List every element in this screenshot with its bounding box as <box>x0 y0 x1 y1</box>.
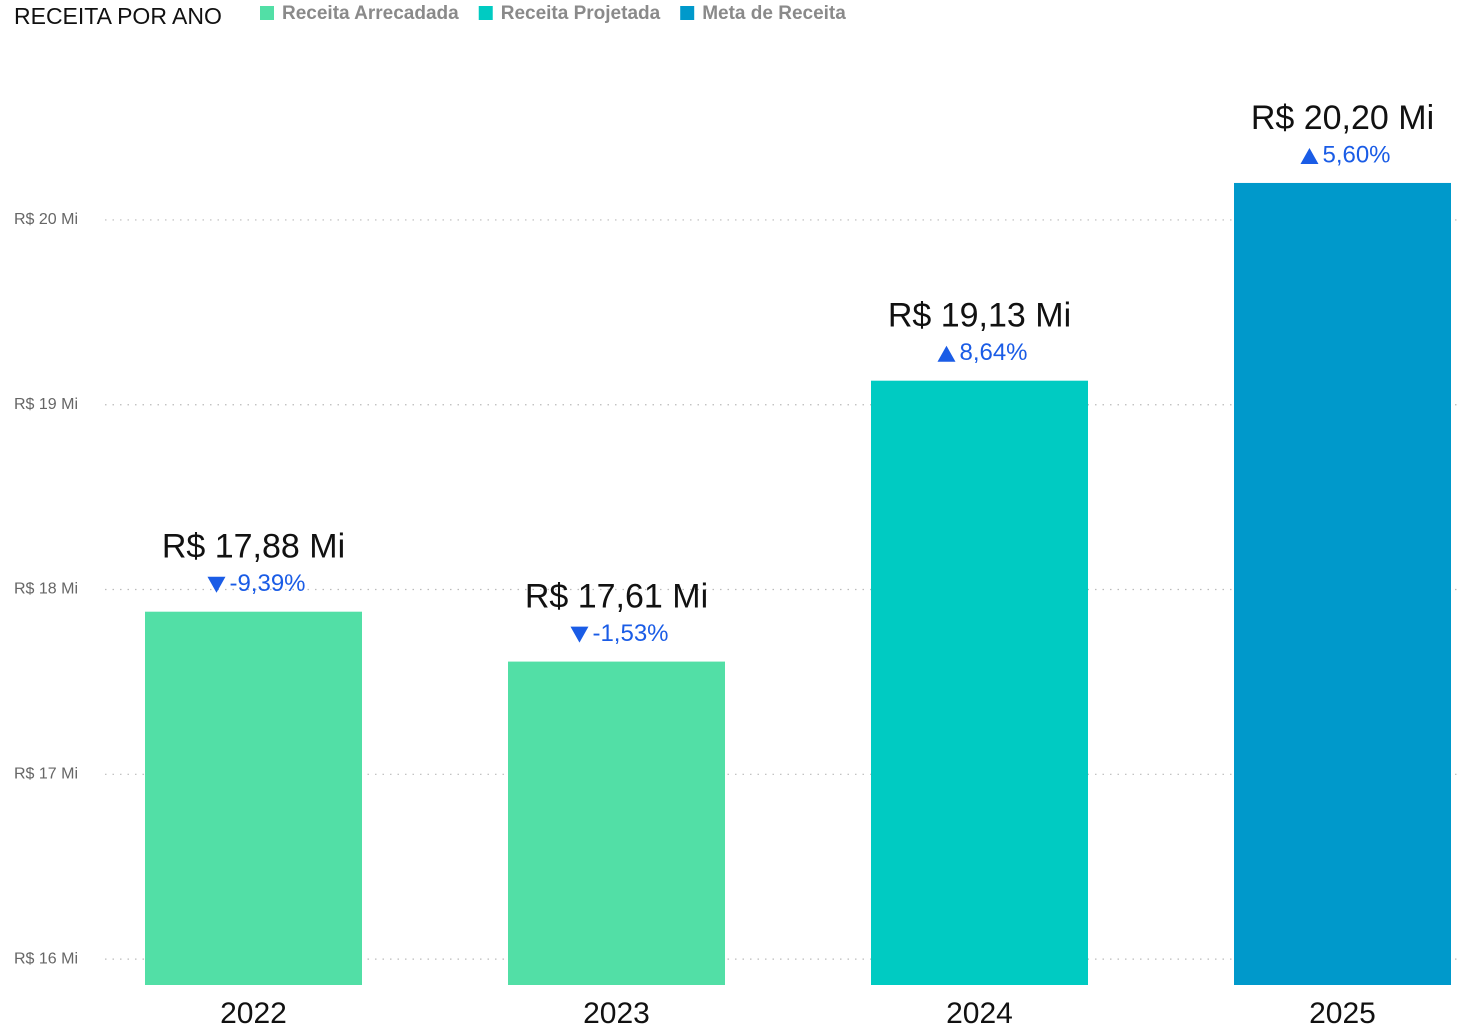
legend-swatch <box>478 6 493 20</box>
legend-swatch <box>260 6 274 20</box>
y-tick-label: R$ 20 Mi <box>14 211 78 228</box>
x-tick-label: 2025 <box>1309 997 1376 1030</box>
change-label: -1,53% <box>592 620 668 647</box>
value-label: R$ 20,20 Mi <box>1251 99 1434 137</box>
change-arrow <box>937 345 956 362</box>
chart-title: RECEITA POR ANO <box>14 3 222 29</box>
value-label: R$ 19,13 Mi <box>888 297 1071 335</box>
change-arrow <box>570 626 589 643</box>
bar <box>871 380 1088 985</box>
bar <box>1234 182 1451 986</box>
y-tick-label: R$ 18 Mi <box>14 581 78 598</box>
y-tick-label: R$ 19 Mi <box>14 396 78 413</box>
bar <box>145 611 362 985</box>
change-label: -9,39% <box>229 570 305 597</box>
legend-label: Receita Projetada <box>501 3 661 24</box>
x-tick-label: 2023 <box>583 997 650 1030</box>
y-tick-label: R$ 16 Mi <box>14 950 78 967</box>
bar <box>508 661 725 985</box>
value-label: R$ 17,61 Mi <box>525 578 708 616</box>
change-arrow <box>207 576 226 593</box>
x-tick-label: 2022 <box>220 997 287 1030</box>
legend-swatch <box>680 6 695 20</box>
value-label: R$ 17,88 Mi <box>162 528 345 566</box>
legend-label: Meta de Receita <box>702 3 846 24</box>
y-tick-label: R$ 17 Mi <box>14 766 78 783</box>
legend-label: Receita Arrecadada <box>282 3 459 24</box>
change-label: 8,64% <box>959 339 1027 366</box>
x-tick-label: 2024 <box>946 997 1013 1030</box>
change-arrow <box>1300 147 1319 164</box>
change-label: 5,60% <box>1322 141 1390 168</box>
